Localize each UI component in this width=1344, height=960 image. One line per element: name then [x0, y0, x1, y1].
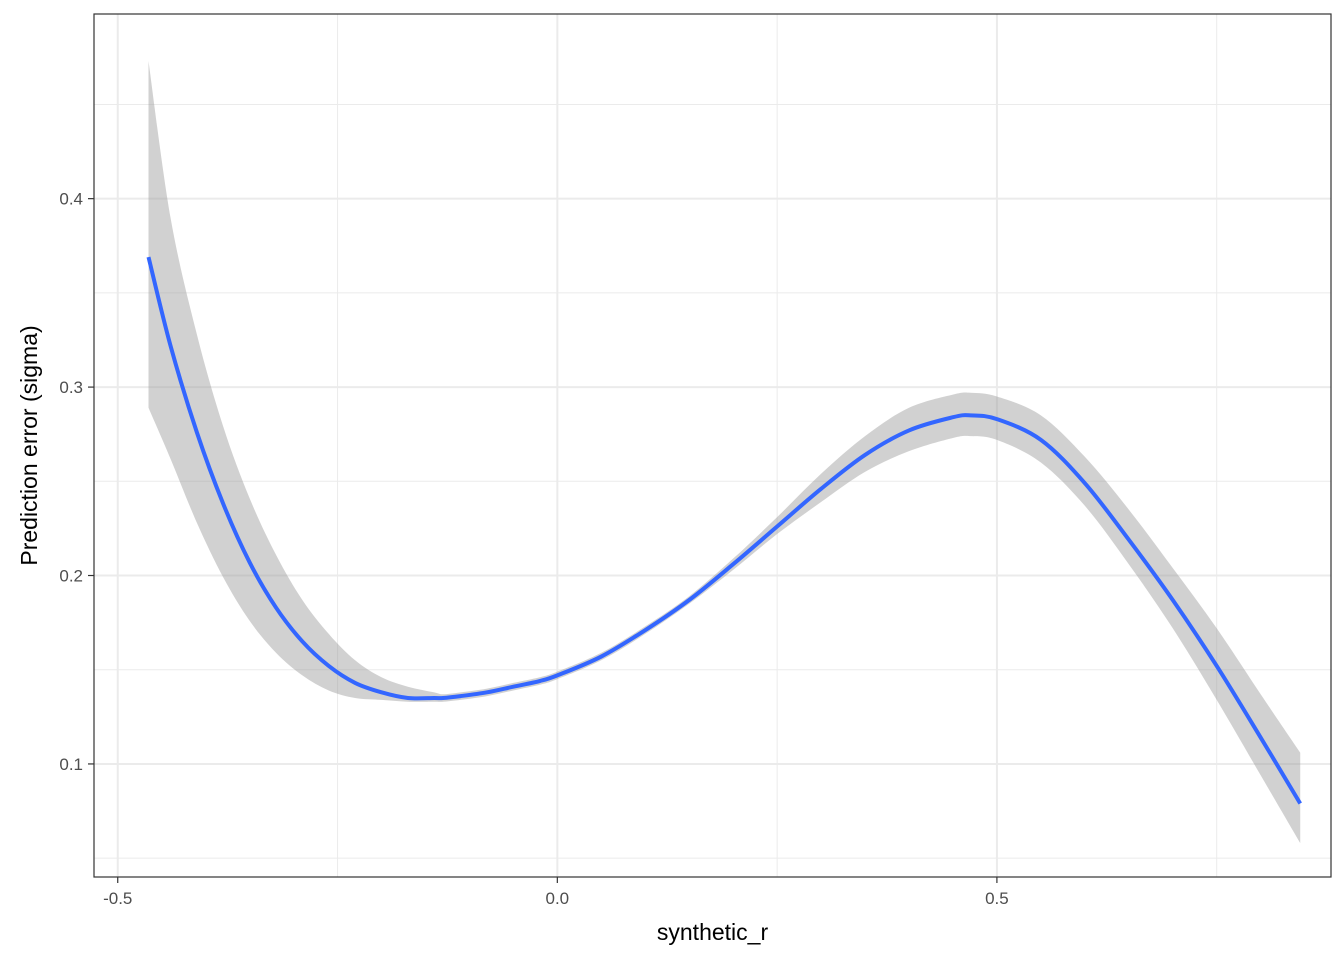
- x-tick-label: 0.0: [546, 889, 570, 908]
- confidence-ribbon: [148, 61, 1301, 844]
- x-axis: -0.5 0.0 0.5: [103, 877, 1009, 908]
- x-tick-label: -0.5: [103, 889, 132, 908]
- y-tick-label: 0.3: [59, 378, 83, 397]
- x-axis-title: synthetic_r: [657, 919, 769, 945]
- y-axis: 0.1 0.2 0.3 0.4: [59, 190, 94, 774]
- y-tick-label: 0.4: [59, 190, 83, 209]
- x-tick-label: 0.5: [985, 889, 1009, 908]
- y-tick-label: 0.2: [59, 567, 83, 586]
- minor-gridlines: [94, 14, 1331, 877]
- y-tick-label: 0.1: [59, 755, 83, 774]
- y-axis-title: Prediction error (sigma): [16, 325, 42, 565]
- panel-border: [93, 13, 1332, 878]
- smooth-trend-line: [146, 256, 1302, 805]
- major-gridlines: [94, 14, 1331, 877]
